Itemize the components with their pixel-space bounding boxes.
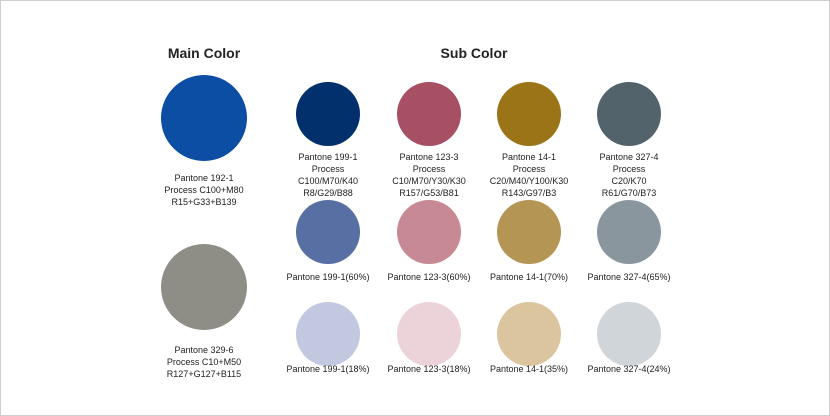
main-color-heading: Main Color <box>167 45 241 61</box>
sub-color-3-1-swatch <box>497 82 561 146</box>
sub-color-1-2-label: Pantone 199-1(60%) <box>286 271 369 283</box>
sub-color-heading: Sub Color <box>440 45 508 61</box>
sub-color-2-2-label-line: Pantone 123-3(60%) <box>387 272 471 282</box>
sub-color-3-1-label-line: R143/G97/B3 <box>501 188 557 198</box>
sub-color-2-1-label-line: C10/M70/Y30/K30 <box>392 176 466 186</box>
main-color-2-label-line: Process C10+M50 <box>166 357 242 367</box>
sub-color-4-3-swatch <box>597 302 661 366</box>
sub-color-4-2-swatch <box>597 200 661 264</box>
sub-color-3-1-label-line: C20/M40/Y100/K30 <box>489 176 569 186</box>
sub-color-1-1-label-line: C100/M70/K40 <box>297 176 359 186</box>
sub-color-4-3-label: Pantone 327-4(24%) <box>587 363 670 375</box>
sub-color-2-1-swatch <box>397 82 461 146</box>
sub-color-2-2-swatch <box>397 200 461 264</box>
sub-color-2-3-label-line: Pantone 123-3(18%) <box>387 364 471 374</box>
sub-color-1-3-label-line: Pantone 199-1(18%) <box>286 364 370 374</box>
sub-color-4-2-label: Pantone 327-4(65%) <box>587 271 670 283</box>
sub-color-3-2-label-line: Pantone 14-1(70%) <box>489 272 569 282</box>
sub-color-2-1-label-line: Pantone 123-3 <box>399 152 459 162</box>
sub-color-4-2-label-line: Pantone 327-4(65%) <box>587 272 671 282</box>
sub-color-2-2-label: Pantone 123-3(60%) <box>387 271 470 283</box>
sub-color-3-3-label-line: Pantone 14-1(35%) <box>489 364 569 374</box>
sub-color-4-1-label-line: Pantone 327-4 <box>599 152 659 162</box>
sub-color-1-1-swatch <box>296 82 360 146</box>
sub-color-1-1-label-line: Process <box>311 164 345 174</box>
sub-color-4-1-label-line: R61/G70/B73 <box>601 188 657 198</box>
sub-color-1-1-label-line: Pantone 199-1 <box>298 152 358 162</box>
sub-color-1-3-label: Pantone 199-1(18%) <box>286 363 369 375</box>
sub-color-3-2-label: Pantone 14-1(70%) <box>490 271 568 283</box>
sub-color-2-3-label: Pantone 123-3(18%) <box>387 363 470 375</box>
sub-color-4-1-swatch <box>597 82 661 146</box>
sub-color-4-1-label: Pantone 327-4 Process C20/K70 R61/G70/B73 <box>599 151 658 199</box>
main-color-1-label-line: Pantone 192-1 <box>174 173 234 183</box>
sub-color-3-3-label: Pantone 14-1(35%) <box>490 363 568 375</box>
main-color-1-swatch <box>161 75 247 161</box>
sub-color-3-2-swatch <box>497 200 561 264</box>
sub-color-3-3-swatch <box>497 302 561 366</box>
main-color-2-label-line: R127+G127+B115 <box>166 369 242 379</box>
sub-color-1-3-swatch <box>296 302 360 366</box>
main-color-1-label-line: Process C100+M80 <box>164 185 244 195</box>
sub-color-1-2-swatch <box>296 200 360 264</box>
sub-color-4-1-label-line: C20/K70 <box>611 176 647 186</box>
sub-color-3-1-label: Pantone 14-1 Process C20/M40/Y100/K30 R143/… <box>490 151 569 199</box>
sub-color-1-1-label-line: R8/G29/B88 <box>303 188 353 198</box>
sub-color-3-1-label-line: Pantone 14-1 <box>501 152 557 162</box>
main-color-1-label-line: R15+G33+B139 <box>171 197 237 207</box>
main-color-2-label-line: Pantone 329-6 <box>174 345 234 355</box>
sub-color-4-1-label-line: Process <box>612 164 646 174</box>
sub-color-1-1-label: Pantone 199-1 Process C100/M70/K40 R8/G29/B… <box>298 151 358 199</box>
sub-color-2-1-label-line: R157/G53/B81 <box>399 188 459 198</box>
main-color-2-label: Pantone 329-6 Process C10+M50 R127+G127+B1… <box>167 344 241 380</box>
main-color-2-swatch <box>161 244 247 330</box>
sub-color-4-3-label-line: Pantone 327-4(24%) <box>587 364 671 374</box>
sub-color-1-2-label-line: Pantone 199-1(60%) <box>286 272 370 282</box>
main-color-1-label: Pantone 192-1 Process C100+M80 R15+G33+B13… <box>164 172 243 208</box>
sub-color-2-1-label-line: Process <box>412 164 446 174</box>
sub-color-2-1-label: Pantone 123-3 Process C10/M70/Y30/K30 R157/… <box>392 151 466 199</box>
sub-color-3-1-label-line: Process <box>512 164 546 174</box>
sub-color-2-3-swatch <box>397 302 461 366</box>
